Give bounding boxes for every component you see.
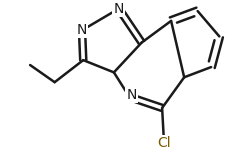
Text: N: N bbox=[113, 2, 123, 16]
Text: N: N bbox=[126, 88, 136, 102]
Text: Cl: Cl bbox=[156, 136, 170, 150]
Text: N: N bbox=[77, 23, 87, 37]
